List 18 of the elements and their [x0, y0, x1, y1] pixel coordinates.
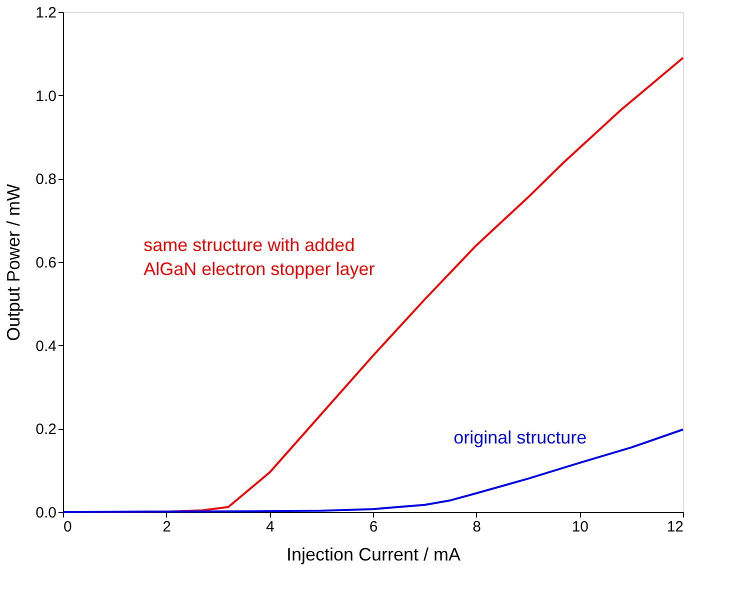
x-tick-label: 8: [472, 518, 482, 536]
y-tick-label: 0.0: [36, 504, 56, 522]
y-tick-label: 1.2: [36, 4, 56, 22]
y-tick-label: 0.8: [36, 171, 56, 188]
y-tick-label: 0.6: [36, 254, 56, 272]
x-tick-label: 6: [369, 518, 378, 536]
y-tick-label: 0.4: [36, 338, 56, 355]
x-tick-label: 0: [64, 518, 72, 536]
x-tick-label: 10: [572, 518, 589, 536]
series-label: original structure: [454, 428, 587, 448]
y-tick-label: 0.2: [36, 421, 56, 438]
x-tick-label: 2: [162, 518, 172, 536]
text: same structure with added AlGaN electron stopper layer: [144, 235, 375, 279]
y-tick-label: 1.0: [36, 88, 56, 105]
y-axis-title: Output Power / mW: [4, 184, 24, 342]
x-tick-label: 12: [666, 518, 684, 536]
x-tick-label: 4: [266, 518, 274, 536]
x-axis-title: Injection Current / mA: [286, 544, 461, 564]
